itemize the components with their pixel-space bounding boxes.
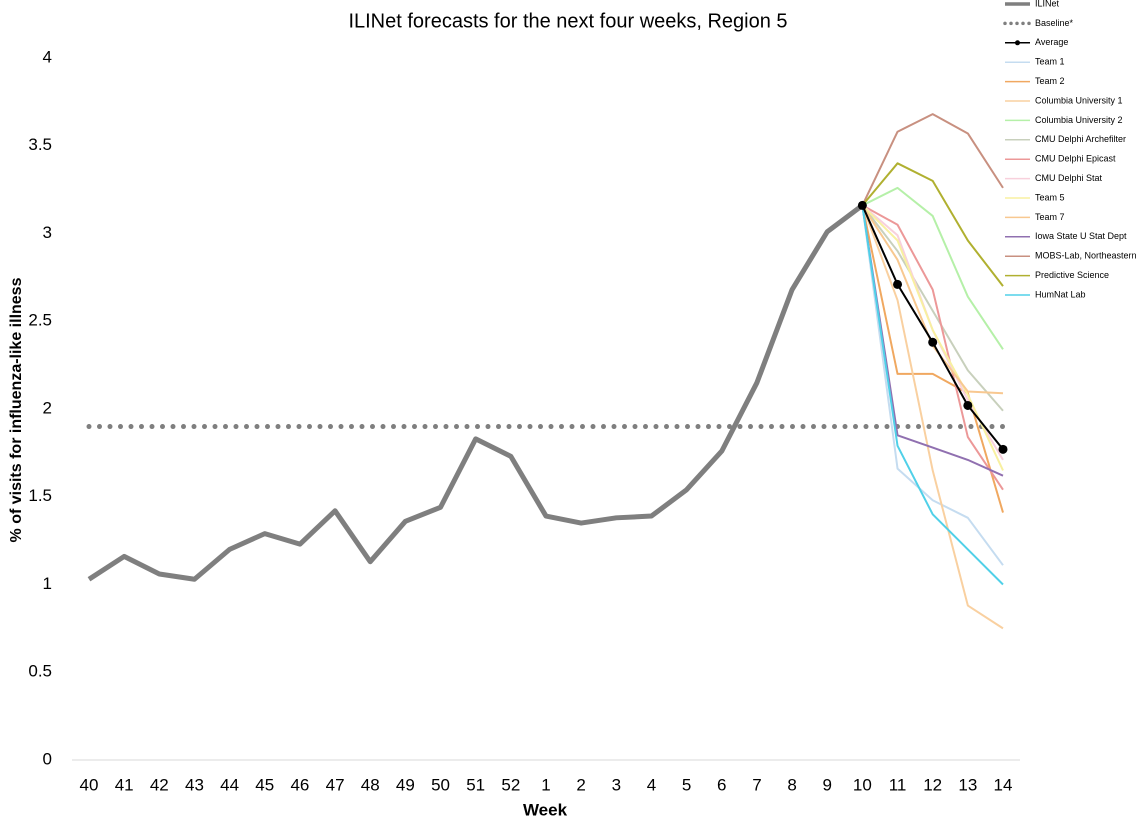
x-tick-label: 1 [541,775,550,794]
x-tick-label: 5 [682,775,691,794]
y-tick-label: 2.5 [28,311,52,330]
legend-label: CMU Delphi Archefilter [1035,134,1126,144]
x-tick-label: 43 [185,775,204,794]
x-tick-label: 12 [923,775,942,794]
x-tick-label: 51 [466,775,485,794]
legend-label: Baseline* [1035,18,1074,28]
x-tick-label: 7 [752,775,761,794]
series-line [861,204,1004,412]
legend-label: Iowa State U Stat Dept [1035,231,1127,241]
legend-label: ILINet [1035,0,1060,8]
legend-label: Columbia University 1 [1035,95,1123,105]
x-tick-label: 8 [787,775,796,794]
y-tick-label: 0 [43,749,52,768]
y-tick-label: 0.5 [28,662,52,681]
x-tick-label: 46 [290,775,309,794]
x-tick-label: 6 [717,775,726,794]
y-tick-label: 3.5 [28,135,52,154]
point [928,337,938,347]
x-tick-label: 41 [115,775,134,794]
y-tick-label: 3 [43,223,52,242]
point [998,444,1008,454]
x-tick-label: 52 [501,775,520,794]
series-line [861,186,1004,350]
legend-label: Predictive Science [1035,270,1109,280]
x-tick-label: 13 [958,775,977,794]
y-tick-label: 1.5 [28,486,52,505]
x-tick-label: 3 [612,775,621,794]
legend-label: Team 2 [1035,76,1065,86]
legend-label: Columbia University 2 [1035,115,1123,125]
x-tick-label: 10 [853,775,872,794]
x-tick-label: 49 [396,775,415,794]
series-line [861,113,1004,206]
x-tick-label: 9 [822,775,831,794]
series-line [861,204,1004,491]
point [893,279,903,289]
legend-label: Team 5 [1035,192,1065,202]
series-line [861,205,1004,566]
y-tick-label: 2 [43,398,52,417]
series-line [861,205,1004,630]
series-line [87,203,864,582]
y-tick-label: 4 [43,47,52,66]
chart-title: ILINet forecasts for the next four weeks… [348,10,787,32]
x-tick-label: 44 [220,775,239,794]
x-axis-label: Week [523,800,568,819]
legend-label: Average [1035,37,1068,47]
x-tick-label: 40 [80,775,99,794]
x-tick-label: 45 [255,775,274,794]
legend-marker [1015,40,1020,46]
x-tick-label: 48 [361,775,380,794]
point [857,200,867,210]
y-axis-label: % of visits for influenza-like illness [8,277,25,542]
x-tick-label: 47 [326,775,345,794]
x-tick-label: 2 [576,775,585,794]
y-tick-label: 1 [43,574,52,593]
legend-label: HumNat Lab [1035,289,1086,299]
x-tick-label: 14 [994,775,1013,794]
series-line [861,205,1004,477]
x-tick-label: 50 [431,775,450,794]
legend-label: Team 7 [1035,212,1065,222]
legend-label: CMU Delphi Epicast [1035,154,1116,164]
series-line [861,205,1004,513]
legend-label: Team 1 [1035,57,1065,67]
x-tick-label: 42 [150,775,169,794]
point [963,400,973,410]
x-tick-label: 4 [647,775,656,794]
x-tick-label: 11 [889,775,907,794]
series-line [861,205,1004,586]
legend-label: CMU Delphi Stat [1035,173,1103,183]
series-line [861,162,1004,287]
legend-label: MOBS-Lab, Northeastern [1035,251,1137,261]
